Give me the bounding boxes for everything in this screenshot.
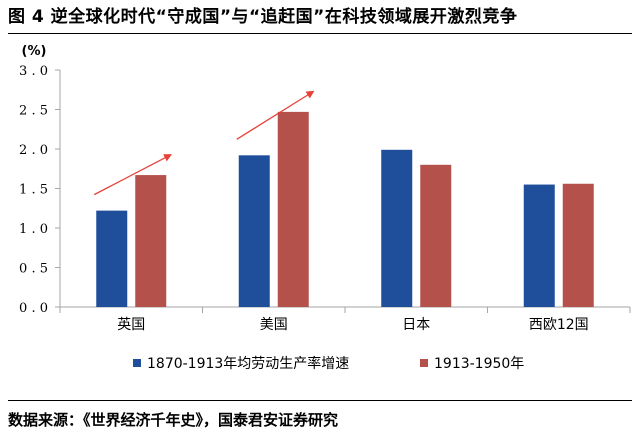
y-axis: 0 . 0 0 . 5 1 . 0 1 . 5 2 . 0 2 . 5 3 . 0 [19,64,61,316]
bar-series-2 [277,111,309,308]
y-tick-label: 0 . 0 [19,301,48,316]
x-category-label: 美国 [260,317,288,333]
trend-arrows [93,90,315,196]
bar-series-2 [420,164,452,307]
bar-series-2 [562,183,594,307]
bottom-rule [8,400,632,401]
source-note: 数据来源：《世界经济千年史》，国泰君安证券研究 [8,411,339,429]
legend: 1870-1913年均劳动生产率增速 1913-1950年 [133,355,524,372]
y-tick-label: 1 . 5 [19,183,48,198]
bar-chart: (%) 0 . 00 . 51 . 01 . 52 . 02 . 53 . 0 … [19,44,631,372]
bar-series-1 [96,210,128,307]
legend-label-2: 1913-1950年 [434,356,524,372]
trend-arrow [236,90,315,140]
legend-swatch-2 [420,359,428,367]
x-category-label: 日本 [402,317,430,333]
y-tick-label: 1 . 0 [19,222,48,237]
x-category-label: 英国 [117,316,145,333]
y-axis-unit: (%) [22,44,47,59]
bar-series-1 [238,155,270,307]
figure-title: 图 4 逆全球化时代“守成国”与“追赶国”在科技领域展开激烈竞争 [8,7,518,27]
x-axis: 英国 美国 日本 西欧12国 [59,306,631,333]
bar-series-1 [381,149,413,307]
y-tick-label: 3 . 0 [19,64,48,79]
legend-label-1: 1870-1913年均劳动生产率增速 [147,355,349,372]
x-category-label: 西欧12国 [529,317,589,333]
bar-series-1 [523,184,555,307]
legend-swatch-1 [133,359,141,367]
top-rule [8,33,632,34]
y-tick-label: 2 . 0 [19,143,48,158]
trend-arrow [93,154,173,196]
y-tick-label: 2 . 5 [19,104,48,119]
bar-series-2 [135,175,167,307]
y-tick-label: 0 . 5 [19,262,48,277]
bars [96,111,594,308]
